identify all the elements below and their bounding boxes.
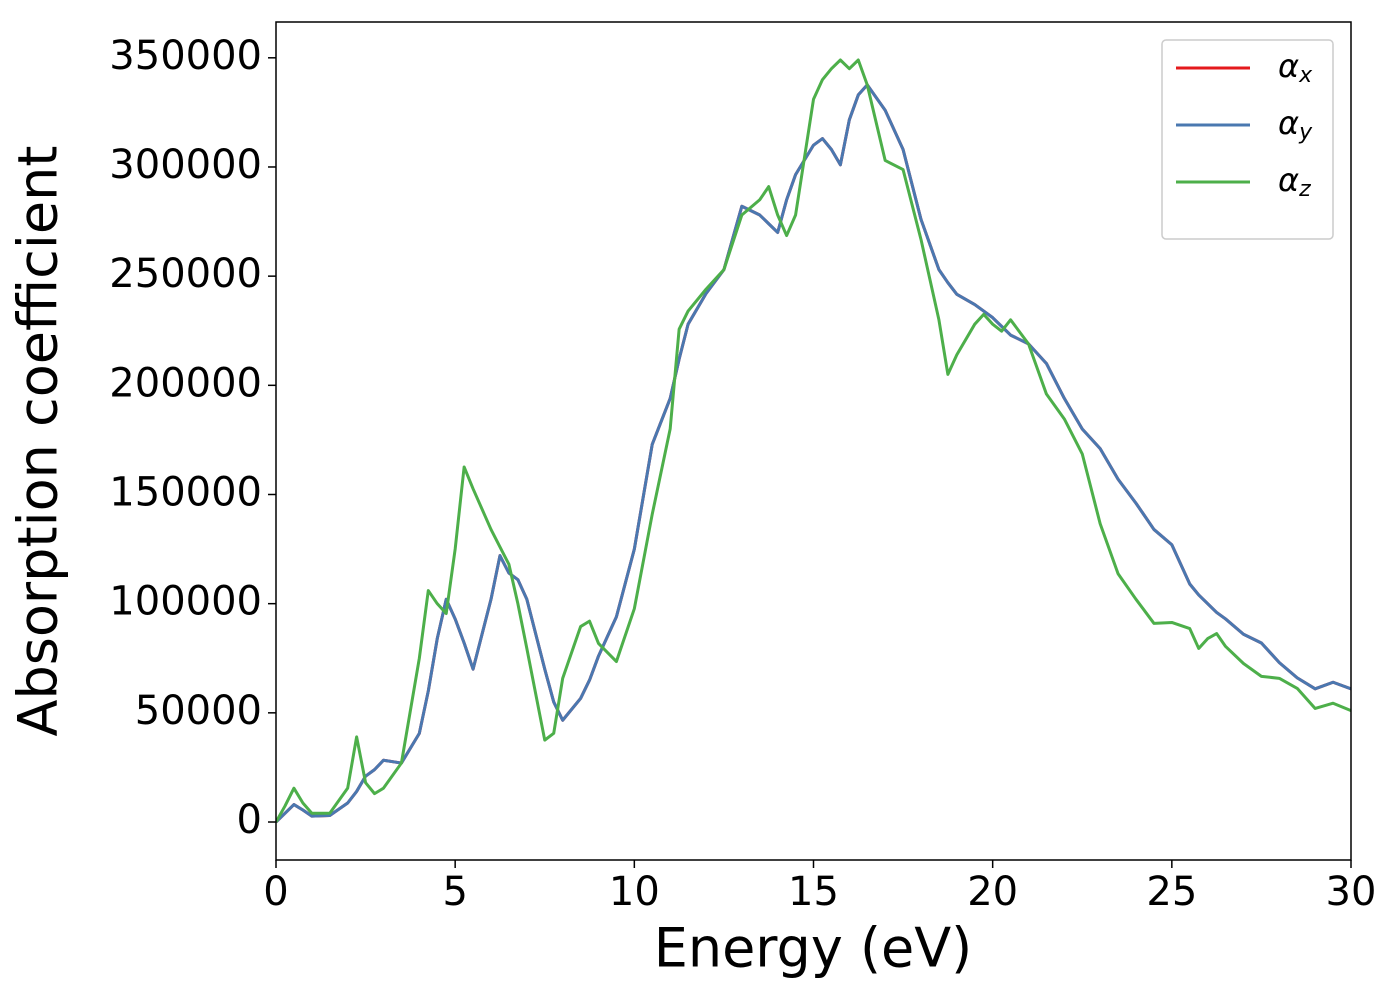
x-tick-label: 0	[263, 869, 288, 915]
y-tick-label: 150000	[109, 469, 262, 515]
x-tick-label: 5	[442, 869, 467, 915]
legend-label: αy	[1278, 104, 1313, 145]
series-line	[276, 58, 1351, 823]
x-tick-label: 30	[1326, 869, 1377, 915]
legend-label: αx	[1278, 47, 1313, 88]
x-tick-label: 10	[609, 869, 660, 915]
y-tick-label: 200000	[109, 360, 262, 406]
y-tick-label: 250000	[109, 251, 262, 297]
x-tick-label: 20	[967, 869, 1018, 915]
y-tick-label: 50000	[135, 688, 262, 734]
plot-frame	[275, 21, 1352, 861]
legend-label: αz	[1278, 161, 1311, 202]
plot-lines	[276, 58, 1351, 824]
y-tick-label: 350000	[109, 33, 262, 79]
legend-box	[1161, 39, 1334, 240]
x-tick-label: 25	[1146, 869, 1197, 915]
y-axis-label: Absorption coefficient	[7, 146, 70, 737]
y-tick-label: 100000	[109, 579, 262, 625]
series-line	[276, 83, 1351, 824]
y-tick-label: 300000	[109, 142, 262, 188]
x-axis-label: Energy (eV)	[654, 917, 973, 980]
y-tick-label: 0	[237, 797, 262, 843]
x-tick-label: 15	[788, 869, 839, 915]
